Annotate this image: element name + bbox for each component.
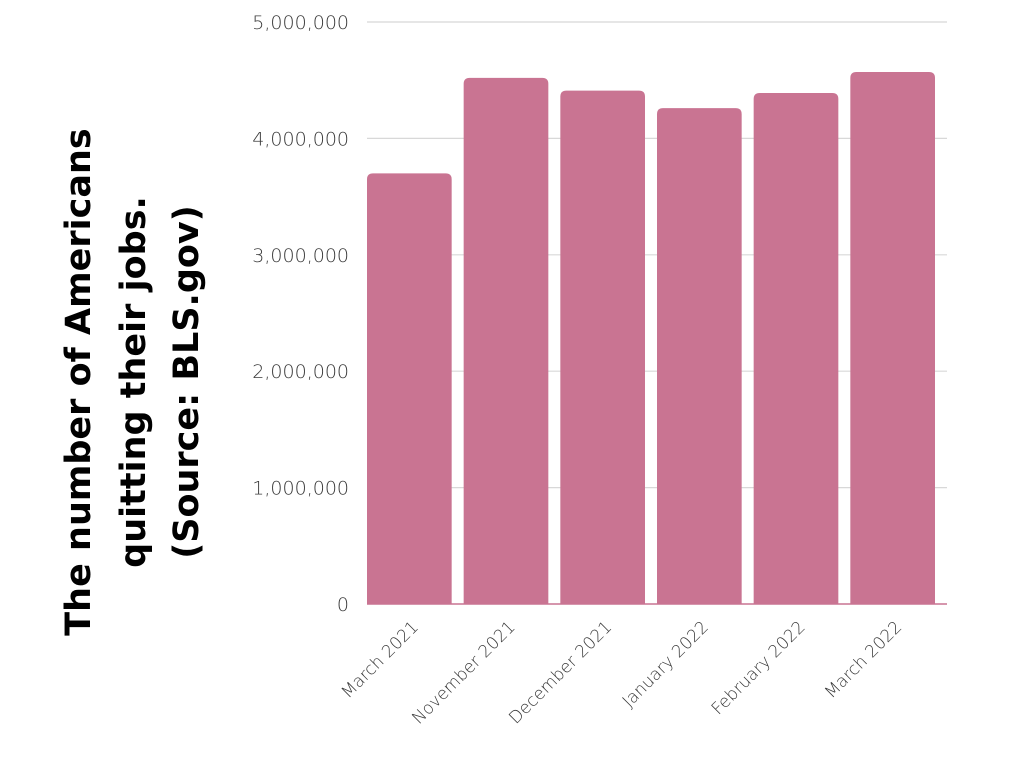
x-category-label: February 2022: [708, 617, 810, 719]
y-axis-title: The number of Americans quitting their jo…: [59, 128, 207, 635]
x-category-label: January 2022: [619, 617, 713, 711]
bar: [753, 93, 839, 604]
x-category-label: December 2021: [505, 617, 616, 728]
x-category-label: November 2021: [408, 617, 519, 728]
y-tick-label: 1,000,000: [252, 478, 349, 500]
x-category-label: March 2022: [821, 617, 906, 702]
y-tick-label: 0: [337, 594, 349, 616]
bar: [463, 77, 549, 604]
bars: [367, 72, 935, 605]
y-tick-label: 3,000,000: [252, 245, 349, 267]
y-axis-ticks: 0 1,000,000 2,000,000 3,000,000 4,000,000 5,0…: [252, 12, 349, 616]
y-axis-title-line: (Source: BLS.gov): [167, 205, 207, 559]
y-tick-label: 5,000,000: [252, 12, 349, 34]
bar: [367, 173, 452, 604]
bar: [657, 108, 742, 605]
x-category-label: March 2021: [338, 617, 423, 702]
y-axis-title-line: quitting their jobs.: [114, 196, 154, 568]
y-axis-title-line: The number of Americans: [59, 128, 99, 635]
y-tick-label: 2,000,000: [252, 361, 349, 383]
y-tick-label: 4,000,000: [252, 128, 349, 150]
bar: [850, 72, 935, 604]
bar: [560, 90, 645, 604]
